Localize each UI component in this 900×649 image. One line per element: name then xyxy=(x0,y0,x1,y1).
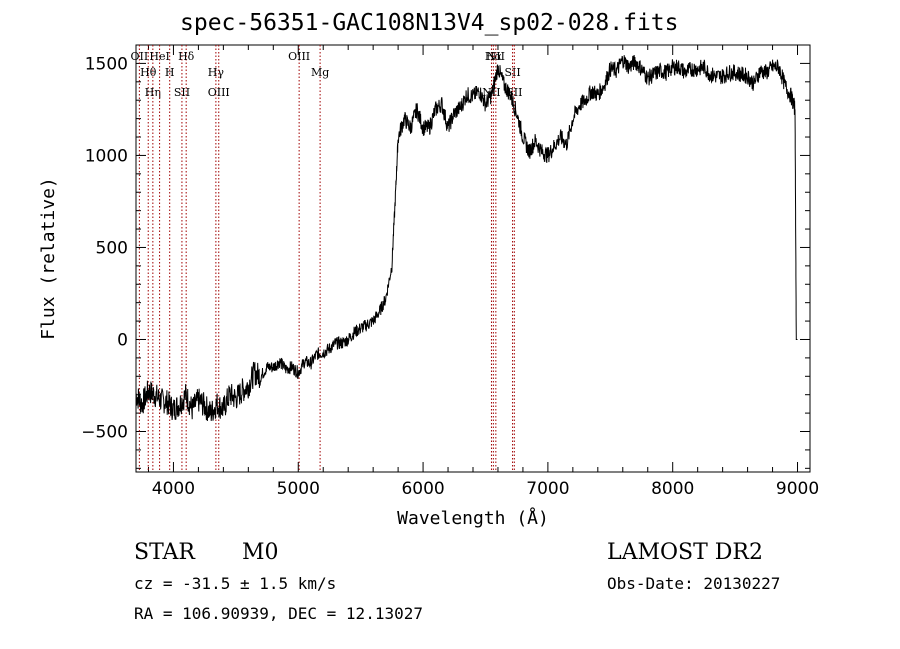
obs-date-text: Obs-Date: 20130227 xyxy=(607,574,781,593)
redshift-text: cz = -31.5 ± 1.5 km/s xyxy=(134,574,337,593)
y-tick-label: 1000 xyxy=(85,146,128,166)
plot-frame xyxy=(135,44,811,473)
y-tick-label: 0 xyxy=(117,330,128,350)
spectral-line-label: Hα xyxy=(485,50,503,63)
spectral-line-label: OIII xyxy=(208,86,230,99)
spectral-line-label: HeI xyxy=(149,50,169,63)
spectral-line-label: Hη xyxy=(145,86,161,99)
x-tick-label: 9000 xyxy=(776,479,819,499)
spectral-line-label: Hθ xyxy=(140,66,157,79)
x-tick-label: 6000 xyxy=(401,479,444,499)
spectral-line-label: NII xyxy=(487,50,505,63)
spectral-line-label: OII xyxy=(131,50,149,63)
spectral-line-label: OIII xyxy=(288,50,310,63)
x-tick-label: 4000 xyxy=(152,479,195,499)
x-tick-label: 7000 xyxy=(526,479,569,499)
object-subclass: M0 xyxy=(242,540,279,565)
spectral-line-label: Hγ xyxy=(208,66,225,79)
y-tick-label: 1500 xyxy=(85,54,128,74)
spectral-line-label: H xyxy=(165,66,175,79)
y-tick-label: 500 xyxy=(96,238,128,258)
y-axis-label: Flux (relative) xyxy=(38,177,59,340)
spectral-line-label: SII xyxy=(504,66,520,79)
x-axis-label: Wavelength (Å) xyxy=(397,507,549,529)
spectral-line-label: SII xyxy=(174,86,190,99)
survey-name: LAMOST DR2 xyxy=(607,540,763,565)
x-tick-label: 8000 xyxy=(651,479,694,499)
spectral-line-label: Hδ xyxy=(178,50,195,63)
object-class: STAR xyxy=(134,540,195,565)
coordinates-text: RA = 106.90939, DEC = 12.13027 xyxy=(134,604,423,623)
y-tick-label: −500 xyxy=(81,423,128,443)
chart-title: spec-56351-GAC108N13V4_sp02-028.fits xyxy=(180,10,679,36)
x-tick-label: 5000 xyxy=(277,479,320,499)
spectrum-line xyxy=(135,54,798,422)
spectral-line-label: Mg xyxy=(311,66,329,79)
